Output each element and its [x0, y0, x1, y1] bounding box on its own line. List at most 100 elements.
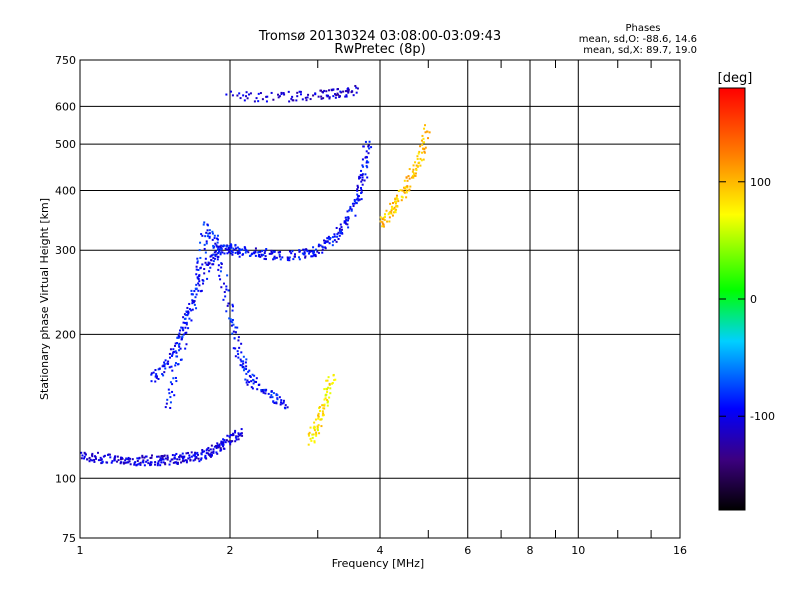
echo-point [213, 245, 216, 248]
echo-point [220, 266, 223, 269]
echo-point [382, 225, 385, 228]
y-tick-label: 500 [55, 138, 76, 151]
echo-point [338, 227, 341, 230]
echo-point [191, 299, 194, 302]
echo-point [197, 282, 200, 285]
echo-point [248, 369, 251, 372]
echo-point [171, 353, 174, 356]
echo-point [222, 244, 225, 247]
echo-point [208, 270, 211, 273]
echo-point [198, 280, 201, 283]
echo-point [280, 399, 283, 402]
echo-point [160, 455, 163, 458]
echo-point [273, 402, 276, 405]
echo-point [179, 347, 182, 350]
echo-point [383, 213, 386, 216]
echo-point [96, 451, 99, 454]
echo-point [265, 95, 268, 98]
echo-point [421, 151, 424, 154]
echo-point [257, 251, 260, 254]
echo-point [397, 190, 400, 193]
echo-point [418, 150, 421, 153]
echo-point [178, 455, 181, 458]
echo-point [211, 263, 214, 266]
echo-point [83, 457, 86, 460]
echo-point [324, 241, 327, 244]
echo-point [347, 91, 350, 94]
colorbar-tick-label: 0 [750, 293, 757, 306]
echo-point [328, 89, 331, 92]
echo-point [401, 189, 404, 192]
echo-point [270, 390, 273, 393]
echo-point [193, 303, 196, 306]
echo-point [242, 94, 245, 97]
echo-point [245, 368, 248, 371]
echo-point [245, 249, 248, 252]
echo-point [210, 259, 213, 262]
echo-point [385, 209, 388, 212]
echo-point [215, 253, 218, 256]
echo-point [193, 300, 196, 303]
echo-point [213, 234, 216, 237]
echo-point [416, 155, 419, 158]
echo-point [214, 242, 217, 245]
echo-point [247, 251, 250, 254]
echo-point [210, 444, 213, 447]
echo-point [298, 256, 301, 259]
echo-point [226, 304, 229, 307]
echo-point [411, 170, 414, 173]
x-tick-label: 8 [527, 544, 534, 557]
echo-point [162, 458, 165, 461]
echo-point [150, 372, 153, 375]
echo-point [317, 415, 320, 418]
echo-point [225, 439, 228, 442]
echo-point [390, 211, 393, 214]
echo-point [340, 228, 343, 231]
echo-point [193, 454, 196, 457]
echo-point [136, 463, 139, 466]
echo-point [423, 148, 426, 151]
echo-point [150, 461, 153, 464]
echo-point [145, 460, 148, 463]
echo-point [237, 336, 240, 339]
echo-point [240, 360, 243, 363]
echo-point [318, 409, 321, 412]
echo-point [215, 444, 218, 447]
echo-point [321, 248, 324, 251]
y-tick-label: 750 [55, 54, 76, 67]
echo-point [414, 161, 417, 164]
echo-point [231, 332, 234, 335]
echo-point [225, 93, 228, 96]
echo-point [229, 247, 232, 250]
echo-point [208, 236, 211, 239]
echo-point [235, 435, 238, 438]
echo-point [243, 99, 246, 102]
echo-point [321, 90, 324, 93]
echo-point [230, 324, 233, 327]
echo-point [200, 457, 203, 460]
echo-point [275, 402, 278, 405]
echo-point [207, 262, 210, 265]
echo-point [423, 150, 426, 153]
echo-point [179, 454, 182, 457]
echo-point [356, 197, 359, 200]
echo-point [315, 431, 318, 434]
echo-point [312, 246, 315, 249]
echo-point [316, 427, 319, 430]
echo-point [169, 460, 172, 463]
echo-point [127, 458, 130, 461]
echo-point [178, 345, 181, 348]
echo-point [340, 226, 343, 229]
echo-point [321, 246, 324, 249]
echo-point [222, 282, 225, 285]
echo-point [326, 237, 329, 240]
echo-point [302, 248, 305, 251]
echo-point [326, 390, 329, 393]
echo-point [280, 91, 283, 94]
echo-point [414, 174, 417, 177]
echo-point [223, 252, 226, 255]
echo-point [178, 349, 181, 352]
echo-point [395, 205, 398, 208]
echo-point [80, 451, 83, 454]
echo-point [325, 387, 328, 390]
